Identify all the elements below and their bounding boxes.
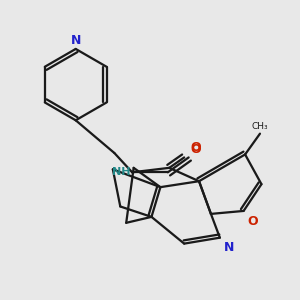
Text: N: N [224, 241, 235, 254]
Text: CH₃: CH₃ [252, 122, 268, 131]
Text: O: O [190, 143, 201, 156]
Text: O: O [190, 141, 201, 154]
Text: N: N [70, 34, 81, 47]
Text: NH: NH [112, 167, 131, 177]
Text: O: O [247, 215, 258, 228]
